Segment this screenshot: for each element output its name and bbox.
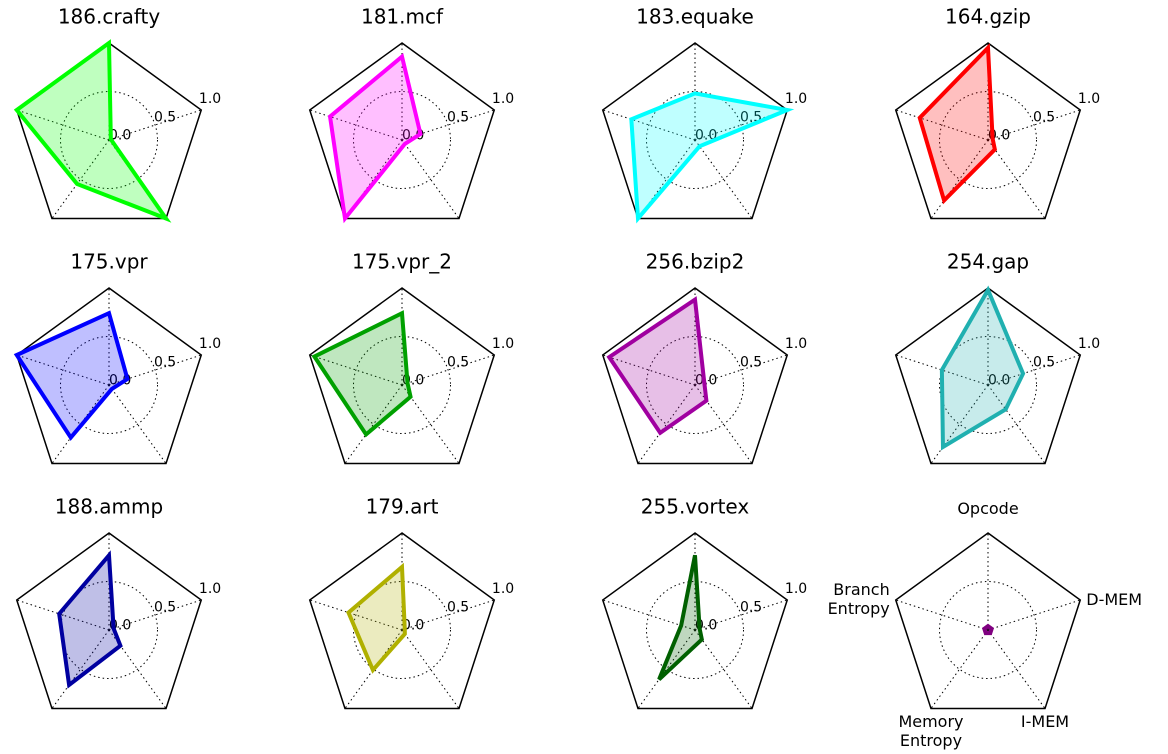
grid-circle	[353, 581, 451, 679]
chart-title: 175.vpr_2	[352, 250, 452, 274]
radar-area	[57, 550, 123, 689]
r-tick-label: 0.0	[695, 373, 717, 389]
frame	[894, 42, 1082, 220]
axis-label: Opcode	[957, 499, 1019, 518]
r-tick-label: 1.0	[1078, 336, 1100, 352]
frame	[15, 287, 203, 465]
r-tick-label: 0.5	[1033, 109, 1055, 125]
grid-circle	[646, 581, 744, 679]
grid-circle	[353, 336, 451, 434]
grid-circle	[353, 91, 451, 189]
grid-circle	[939, 91, 1037, 189]
chart-title: 164.gzip	[945, 5, 1031, 29]
radar-area	[657, 554, 705, 681]
chart-title: 183.equake	[636, 5, 754, 29]
r-tick-label: 1.0	[492, 91, 514, 107]
r-tick-label: 1.0	[199, 91, 221, 107]
chart-title: 256.bzip2	[646, 250, 745, 274]
chart-title: 188.ammp	[55, 495, 163, 519]
r-tick-label: 0.5	[154, 599, 176, 615]
chart-title: 181.mcf	[361, 5, 444, 29]
frame	[601, 42, 789, 220]
grid-circle	[646, 336, 744, 434]
r-tick-label: 0.0	[988, 373, 1010, 389]
grid-circle	[60, 336, 158, 434]
r-tick-label: 1.0	[492, 581, 514, 597]
chart-title: 254.gap	[947, 250, 1029, 274]
radar-area	[13, 310, 130, 441]
grid-circle	[939, 581, 1037, 679]
r-tick-label: 1.0	[492, 336, 514, 352]
spoke	[930, 629, 989, 709]
r-tick-label: 0.5	[740, 354, 762, 370]
frame	[308, 532, 496, 710]
r-tick-label: 1.0	[199, 336, 221, 352]
chart-title: 179.art	[366, 495, 439, 519]
radar-area	[606, 296, 709, 436]
r-tick-label: 0.0	[402, 618, 424, 634]
r-tick-label: 0.5	[447, 599, 469, 615]
r-tick-label: 1.0	[785, 336, 807, 352]
axis-label: Memory Entropy	[898, 712, 964, 751]
axis-label: I-MEM	[1020, 712, 1070, 732]
grid-circle	[646, 91, 744, 189]
radar-area	[327, 52, 423, 224]
r-tick-label: 1.0	[785, 581, 807, 597]
chart-title: 186.crafty	[58, 5, 161, 29]
radar-area	[939, 285, 1026, 451]
r-tick-label: 0.5	[154, 354, 176, 370]
axis-label: D-MEM	[1086, 590, 1143, 610]
r-tick-label: 1.0	[785, 91, 807, 107]
radar-area	[981, 623, 995, 636]
frame	[894, 532, 1082, 710]
radar-area	[346, 562, 407, 674]
frame	[601, 287, 789, 465]
r-tick-label: 0.0	[109, 128, 131, 144]
grid-circle	[60, 91, 158, 189]
frame	[601, 532, 789, 710]
r-tick-label: 0.5	[154, 109, 176, 125]
grid-circle	[60, 581, 158, 679]
r-tick-label: 0.5	[740, 599, 762, 615]
frame	[894, 287, 1082, 465]
frame	[15, 532, 203, 710]
grid-circle	[939, 336, 1037, 434]
frame	[308, 287, 496, 465]
radar-area	[13, 39, 172, 223]
axis-label: Branch Entropy	[827, 580, 890, 619]
frame	[308, 42, 496, 220]
radar-area	[629, 91, 795, 224]
r-tick-label: 0.5	[1033, 354, 1055, 370]
radar-area	[311, 310, 413, 438]
r-tick-label: 0.5	[447, 354, 469, 370]
r-tick-label: 1.0	[1078, 91, 1100, 107]
chart-title: 175.vpr	[70, 250, 148, 274]
r-tick-label: 1.0	[199, 581, 221, 597]
chart-title: 255.vortex	[641, 495, 750, 519]
radar-area	[917, 43, 998, 205]
r-tick-label: 0.5	[447, 109, 469, 125]
